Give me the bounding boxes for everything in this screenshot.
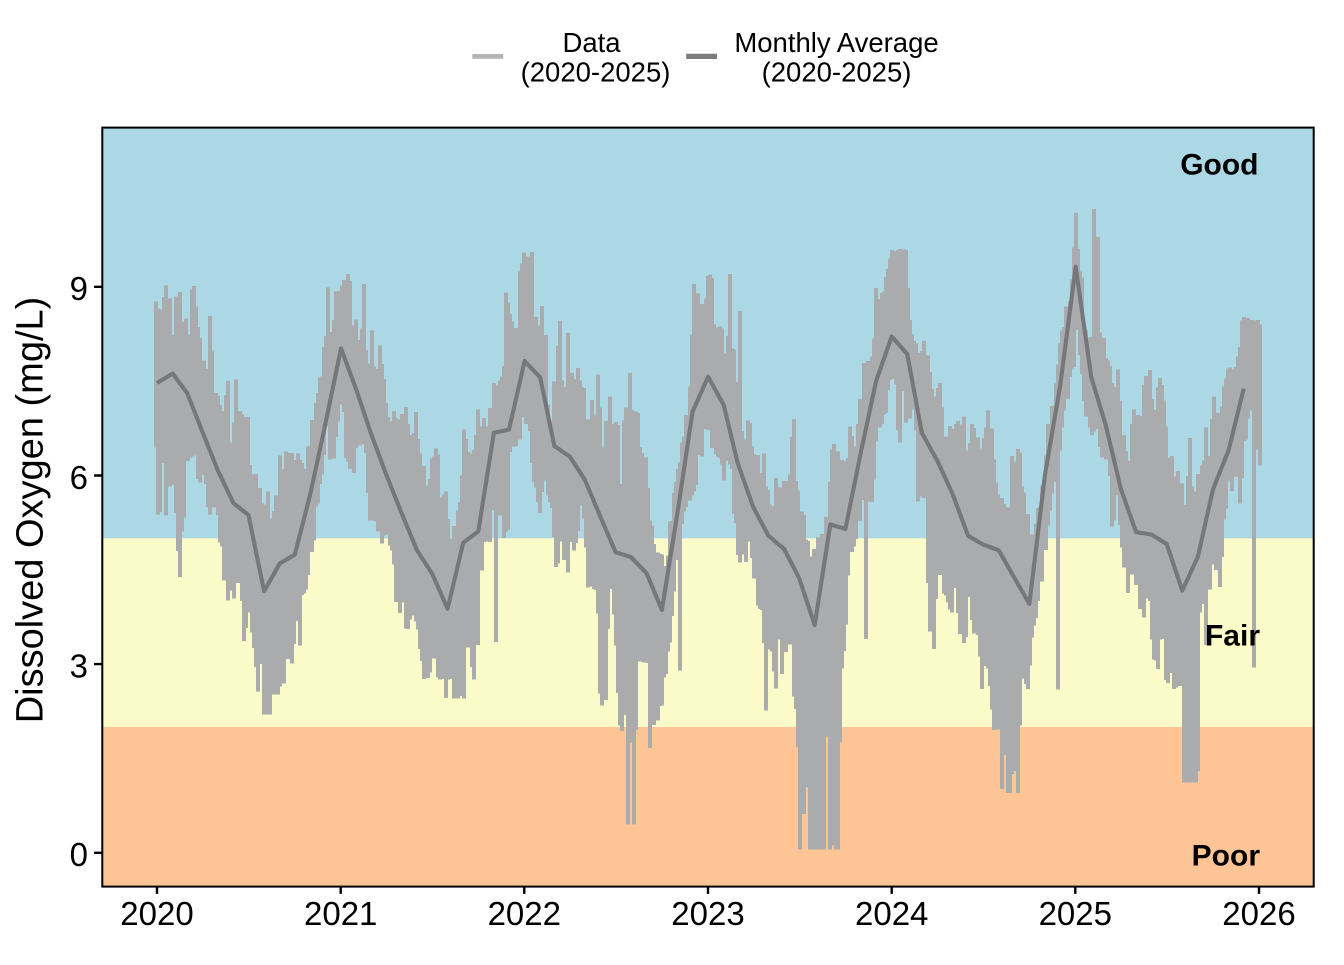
svg-text:Good: Good (1180, 148, 1258, 181)
svg-text:Monthly Average: Monthly Average (734, 27, 938, 58)
svg-text:(2020-2025): (2020-2025) (521, 56, 671, 87)
svg-text:2023: 2023 (671, 895, 744, 932)
svg-text:2020: 2020 (120, 895, 193, 932)
svg-text:6: 6 (70, 459, 88, 496)
svg-text:Fair: Fair (1205, 619, 1260, 652)
svg-text:3: 3 (70, 647, 88, 684)
svg-text:Data: Data (562, 27, 621, 58)
svg-text:2025: 2025 (1039, 895, 1112, 932)
svg-text:2024: 2024 (855, 895, 928, 932)
svg-text:0: 0 (70, 836, 88, 873)
svg-text:Poor: Poor (1192, 839, 1261, 872)
svg-text:2021: 2021 (304, 895, 377, 932)
svg-text:2022: 2022 (488, 895, 561, 932)
svg-text:9: 9 (70, 270, 88, 307)
svg-text:2026: 2026 (1222, 895, 1295, 932)
svg-text:Dissolved Oxygen (mg/L): Dissolved Oxygen (mg/L) (10, 297, 52, 724)
svg-text:(2020-2025): (2020-2025) (762, 56, 912, 87)
